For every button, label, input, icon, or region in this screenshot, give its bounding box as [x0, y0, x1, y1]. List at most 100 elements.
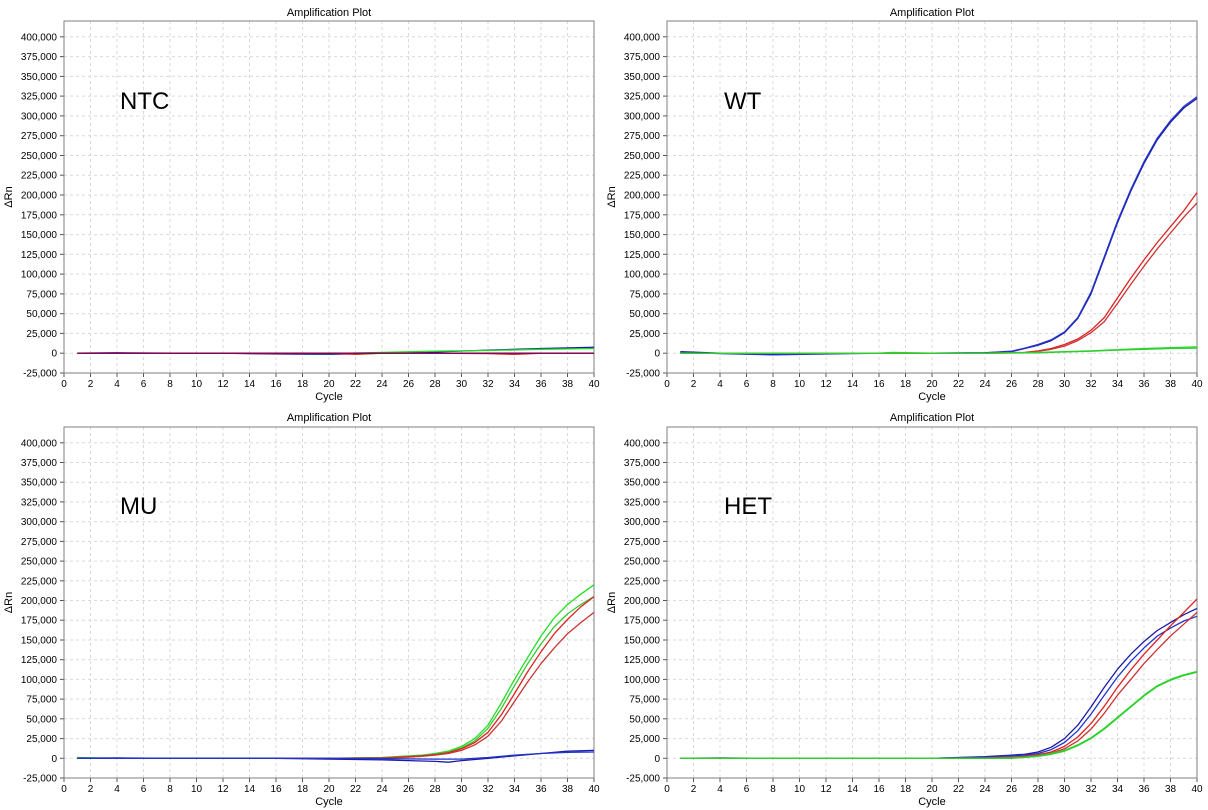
y-tick-label: 175,000 — [21, 616, 58, 627]
y-tick-label: 400,000 — [21, 438, 58, 449]
y-tick-label: 275,000 — [624, 131, 661, 142]
x-axis-title: Cycle — [315, 796, 343, 808]
x-tick-label: 14 — [847, 784, 859, 795]
x-tick-label: 20 — [323, 379, 335, 390]
x-tick-label: 30 — [1059, 379, 1071, 390]
x-axis-title: Cycle — [918, 796, 946, 808]
x-tick-label: 12 — [217, 379, 229, 390]
x-tick-label: 10 — [191, 379, 203, 390]
x-tick-label: 4 — [717, 784, 723, 795]
x-tick-label: 40 — [1191, 379, 1203, 390]
y-tick-label: 100,000 — [21, 675, 58, 686]
y-tick-label: 250,000 — [624, 557, 661, 568]
x-tick-label: 24 — [376, 379, 388, 390]
y-tick-label: 25,000 — [26, 329, 57, 340]
x-tick-label: 28 — [1032, 784, 1044, 795]
y-tick-label: 200,000 — [21, 596, 58, 607]
x-tick-label: 4 — [114, 379, 120, 390]
y-tick-label: 200,000 — [624, 596, 661, 607]
x-tick-label: 38 — [562, 379, 574, 390]
y-tick-label: 175,000 — [624, 616, 661, 627]
panel-label: MU — [120, 493, 157, 520]
y-tick-label: 75,000 — [629, 695, 660, 706]
y-tick-label: 325,000 — [21, 92, 58, 103]
chart-title: Amplification Plot — [287, 412, 371, 424]
x-tick-label: 22 — [350, 379, 362, 390]
x-tick-label: 10 — [794, 784, 806, 795]
panel-label: NTC — [120, 88, 169, 115]
x-tick-label: 36 — [1138, 379, 1150, 390]
x-tick-label: 6 — [744, 379, 750, 390]
y-tick-label: 400,000 — [624, 438, 661, 449]
chart-title: Amplification Plot — [890, 412, 974, 424]
y-tick-label: 325,000 — [624, 497, 661, 508]
y-tick-label: 250,000 — [624, 151, 661, 162]
x-tick-label: 40 — [588, 784, 600, 795]
x-tick-label: 32 — [1085, 379, 1097, 390]
x-tick-label: 2 — [691, 784, 697, 795]
x-tick-label: 26 — [1006, 379, 1018, 390]
plot-frame — [63, 426, 595, 779]
y-tick-label: 25,000 — [26, 734, 57, 745]
y-tick-label: 300,000 — [21, 517, 58, 528]
y-tick-label: 50,000 — [26, 714, 57, 725]
x-tick-label: 34 — [509, 379, 521, 390]
x-tick-label: 8 — [770, 379, 776, 390]
x-tick-label: 6 — [141, 784, 147, 795]
plot-frame — [63, 20, 595, 374]
y-tick-label: 250,000 — [21, 557, 58, 568]
x-tick-label: 16 — [873, 379, 885, 390]
y-axis-title: ΔRn — [606, 186, 618, 207]
y-tick-label: 150,000 — [624, 230, 661, 241]
y-tick-label: 150,000 — [624, 636, 661, 647]
y-tick-label: 275,000 — [21, 131, 58, 142]
y-tick-label: 0 — [51, 349, 57, 360]
x-tick-label: 26 — [1006, 784, 1018, 795]
y-tick-label: 75,000 — [629, 289, 660, 300]
y-tick-label: 375,000 — [624, 52, 661, 63]
x-tick-label: 30 — [1059, 784, 1071, 795]
x-tick-label: 24 — [979, 784, 991, 795]
y-tick-label: 325,000 — [624, 92, 661, 103]
y-tick-label: 50,000 — [26, 309, 57, 320]
x-tick-label: 16 — [270, 784, 282, 795]
x-tick-label: 2 — [88, 784, 94, 795]
x-tick-label: 12 — [217, 784, 229, 795]
y-tick-label: 300,000 — [624, 111, 661, 122]
plot-frame — [666, 426, 1198, 779]
x-tick-label: 2 — [691, 379, 697, 390]
y-tick-label: 0 — [51, 754, 57, 765]
y-tick-label: 75,000 — [26, 695, 57, 706]
x-tick-label: 22 — [350, 784, 362, 795]
x-tick-label: 34 — [1112, 784, 1124, 795]
x-tick-label: 14 — [244, 784, 256, 795]
x-tick-label: 20 — [926, 784, 938, 795]
series-line-6 — [680, 671, 1198, 759]
y-tick-label: 225,000 — [21, 576, 58, 587]
x-tick-label: 20 — [323, 784, 335, 795]
y-tick-label: 0 — [654, 349, 660, 360]
x-tick-label: 24 — [979, 379, 991, 390]
x-tick-label: 4 — [114, 784, 120, 795]
y-tick-label: 375,000 — [21, 52, 58, 63]
x-tick-label: 8 — [770, 784, 776, 795]
y-tick-label: 300,000 — [624, 517, 661, 528]
x-tick-label: 34 — [1112, 379, 1124, 390]
panel-label: HET — [724, 493, 772, 520]
y-tick-label: 125,000 — [624, 250, 661, 261]
y-tick-label: 100,000 — [624, 270, 661, 281]
x-tick-label: 30 — [456, 784, 468, 795]
x-tick-label: 24 — [376, 784, 388, 795]
x-tick-label: 18 — [900, 784, 912, 795]
y-tick-label: 350,000 — [21, 478, 58, 489]
y-tick-label: 400,000 — [21, 32, 58, 43]
y-tick-label: 325,000 — [21, 497, 58, 508]
y-axis-title: ΔRn — [606, 592, 618, 613]
y-tick-label: 25,000 — [629, 329, 660, 340]
x-tick-label: 32 — [1085, 784, 1097, 795]
chart-title: Amplification Plot — [287, 7, 371, 19]
y-tick-label: 75,000 — [26, 289, 57, 300]
y-tick-label: 225,000 — [624, 576, 661, 587]
y-tick-label: 50,000 — [629, 309, 660, 320]
x-tick-label: 16 — [270, 379, 282, 390]
